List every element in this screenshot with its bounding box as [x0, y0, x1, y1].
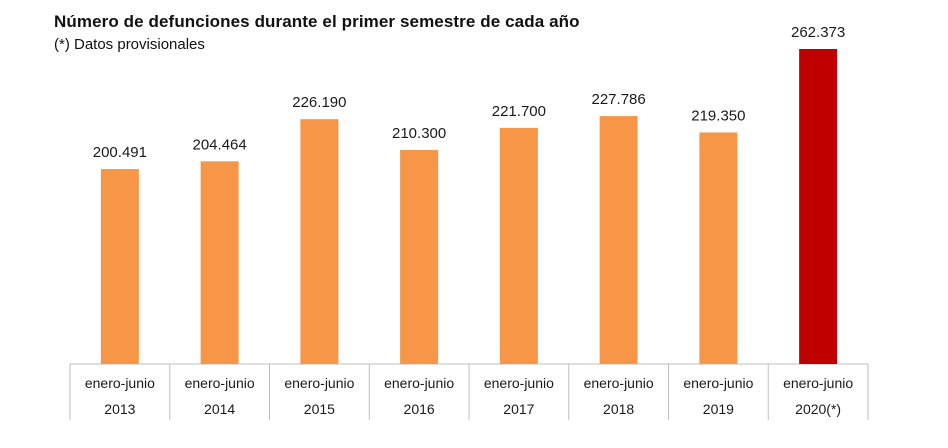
- bar: [200, 161, 239, 364]
- data-label: 204.464: [193, 136, 247, 153]
- category-label: enero-junio: [683, 375, 753, 391]
- data-label: 227.786: [592, 91, 646, 108]
- data-label: 219.350: [691, 107, 745, 124]
- bar: [400, 150, 439, 364]
- bar: [300, 119, 339, 364]
- bar: [799, 48, 838, 365]
- data-label: 226.190: [292, 94, 346, 111]
- category-label: enero-junio: [484, 375, 554, 391]
- category-year-label: 2014: [204, 401, 235, 417]
- bar: [100, 169, 139, 364]
- category-label: enero-junio: [185, 375, 255, 391]
- category-year-label: 2017: [503, 401, 534, 417]
- category-year-label: 2015: [304, 401, 335, 417]
- category-label: enero-junio: [284, 375, 354, 391]
- category-year-label: 2013: [104, 401, 135, 417]
- category-label: enero-junio: [584, 375, 654, 391]
- data-label: 262.373: [791, 24, 845, 41]
- category-label: enero-junio: [783, 375, 853, 391]
- category-year-label: 2019: [703, 401, 734, 417]
- category-year-label: 2020(*): [795, 401, 841, 417]
- data-label: 200.491: [93, 144, 147, 161]
- category-year-label: 2016: [404, 401, 435, 417]
- chart-title: Número de defunciones durante el primer …: [54, 12, 580, 31]
- category-label: enero-junio: [85, 375, 155, 391]
- bar: [599, 116, 638, 365]
- data-label: 221.700: [492, 103, 546, 120]
- category-label: enero-junio: [384, 375, 454, 391]
- bar: [699, 132, 738, 364]
- category-year-label: 2018: [603, 401, 634, 417]
- bar: [499, 127, 538, 364]
- chart-subtitle: (*) Datos provisionales: [54, 36, 205, 53]
- data-label: 210.300: [392, 125, 446, 142]
